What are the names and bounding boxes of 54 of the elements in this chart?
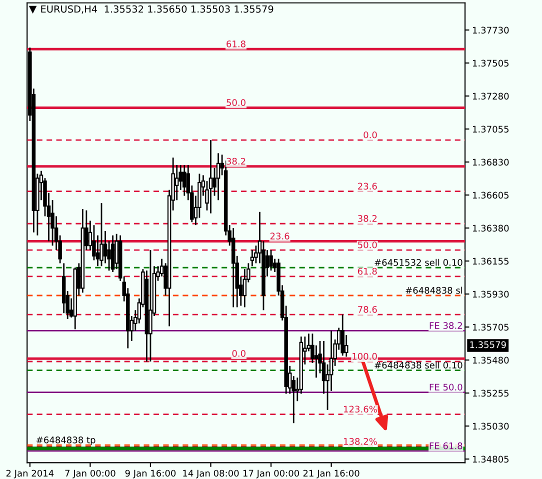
x-tick-label: 21 Jan 16:00	[303, 470, 360, 478]
annotation: 61.8	[358, 268, 377, 275]
x-tick-label: 7 Jan 00:00	[65, 470, 116, 478]
x-tick-label: 9 Jan 16:00	[125, 470, 176, 478]
annotation: 0.0	[232, 350, 246, 357]
annotation: 23.6	[358, 182, 377, 190]
candlestick	[216, 152, 220, 201]
candlestick	[340, 314, 344, 356]
y-tick-label: 1.35930	[472, 290, 509, 298]
x-tick-label: 2 Jan 2014	[6, 470, 54, 478]
annotation: 61.8	[226, 40, 246, 48]
x-tick-label: 17 Jan 00:00	[243, 470, 300, 478]
annotation: 50.0	[226, 99, 246, 106]
annotation: #6484838 sl	[406, 286, 462, 294]
candlestick	[174, 164, 179, 201]
annotation: 100.0	[352, 352, 377, 360]
y-tick-label: 1.37730	[472, 26, 509, 34]
y-tick-label: 1.35480	[472, 356, 509, 364]
annotation: FE 50.0	[430, 384, 462, 391]
y-tick-label: 1.36605	[472, 192, 509, 199]
candlestick	[148, 249, 152, 362]
annotation: 123.6%	[344, 406, 377, 413]
annotation: 78.6	[358, 306, 377, 313]
candlestick	[182, 164, 186, 196]
y-tick-label: 1.36380	[472, 224, 509, 232]
y-tick-label: 1.35705	[472, 324, 509, 331]
y-tick-label: 1.35030	[472, 422, 509, 430]
annotation: 138.2%	[344, 438, 377, 445]
candlestick	[250, 249, 254, 267]
annotation: 50.0	[358, 241, 377, 248]
annotation: FE 61.8	[430, 442, 462, 450]
text: 1.35579	[470, 341, 506, 348]
x-tick-label: 14 Jan 08:00	[183, 470, 239, 478]
candlestick	[344, 334, 348, 358]
chart-title: EURUSD,H4 1.35532 1.35650 1.35503 1.35579	[41, 5, 274, 14]
candlestick	[269, 249, 273, 272]
y-tick-label: 1.36830	[472, 158, 509, 166]
annotation: 0.0	[364, 131, 377, 138]
candlestick	[314, 344, 318, 378]
y-tick-label: 1.36155	[472, 258, 509, 265]
candlestick	[100, 202, 104, 267]
y-tick-label: 1.37280	[472, 92, 509, 100]
annotation: FE 38.2	[430, 322, 462, 329]
y-tick-label: 1.37055	[472, 126, 509, 133]
annotation: 23.6	[270, 232, 290, 240]
y-tick-label: 1.35255	[472, 390, 509, 397]
annotation: #6451532 sell 0.10	[374, 258, 462, 266]
annotation: #6484838 tp	[36, 436, 96, 446]
y-tick-label: 1.37505	[472, 60, 509, 67]
annotation: 38.2	[226, 158, 246, 165]
annotation: 38.2	[358, 215, 377, 222]
y-tick-label: 1.34805	[472, 456, 509, 463]
candlestick	[208, 139, 213, 214]
annotation: #6484838 sell 0.10	[374, 362, 462, 369]
